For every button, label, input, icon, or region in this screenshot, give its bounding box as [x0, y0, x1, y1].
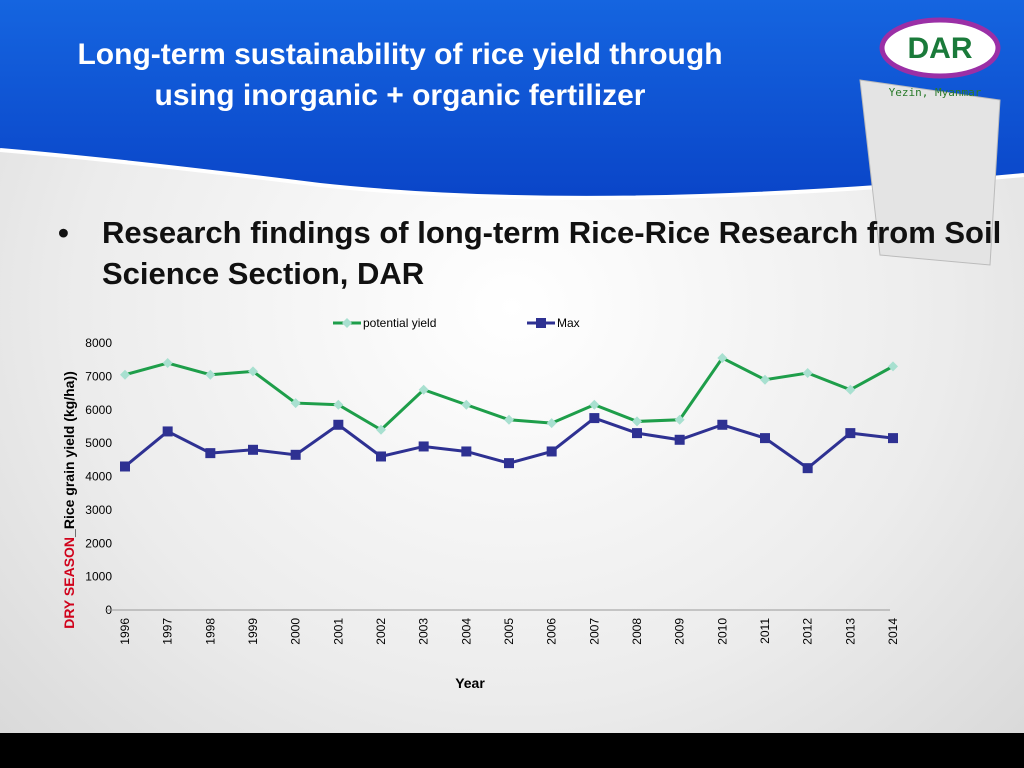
- x-tick-label: 2000: [289, 618, 303, 645]
- data-point: [845, 428, 856, 439]
- legend-label: Max: [557, 316, 580, 330]
- logo-ring: [879, 17, 1001, 79]
- data-point: [333, 399, 344, 410]
- data-point: [290, 398, 301, 409]
- data-point: [461, 399, 472, 410]
- x-tick-label: 2007: [587, 618, 601, 645]
- bullet-text: Research findings of long-term Rice-Rice…: [58, 212, 1002, 294]
- y-tick-label: 4000: [85, 470, 112, 484]
- data-point: [888, 361, 898, 372]
- data-point: [504, 458, 514, 469]
- data-point: [376, 424, 386, 435]
- data-point: [162, 426, 173, 437]
- data-point: [120, 461, 130, 472]
- x-tick-label: 2014: [886, 618, 900, 645]
- y-tick-label: 1000: [85, 570, 112, 584]
- data-point: [205, 369, 216, 380]
- header-edge: [0, 148, 1024, 200]
- data-point: [632, 428, 642, 439]
- x-tick-label: 2012: [801, 618, 815, 645]
- y-tick-label: 3000: [85, 503, 112, 517]
- x-tick-label: 2004: [459, 618, 473, 645]
- footer-bar: [0, 733, 1024, 768]
- x-tick-label: 2001: [331, 618, 345, 645]
- legend-marker: [342, 318, 352, 328]
- x-tick-label: 1999: [246, 618, 260, 645]
- data-point: [632, 416, 642, 427]
- slide-title: Long-term sustainability of rice yield t…: [77, 38, 723, 112]
- legend-label: potential yield: [363, 316, 436, 330]
- x-tick-label: 2002: [374, 618, 388, 645]
- data-point: [888, 433, 898, 444]
- data-point: [333, 419, 344, 430]
- x-tick-label: 2008: [630, 618, 644, 645]
- data-point: [162, 358, 173, 369]
- data-point: [589, 413, 600, 424]
- header-band: [0, 0, 1024, 198]
- data-point: [376, 451, 386, 462]
- data-point: [248, 444, 258, 455]
- x-tick-label: 2010: [715, 618, 729, 645]
- y-tick-label: 7000: [85, 369, 112, 383]
- data-point: [802, 463, 813, 474]
- x-tick-label: 2013: [843, 618, 857, 645]
- data-point: [504, 414, 514, 425]
- y-tick-label: 5000: [85, 436, 112, 450]
- data-point: [674, 434, 685, 445]
- x-tick-label: 2005: [502, 618, 516, 645]
- data-point: [418, 384, 429, 395]
- data-point: [546, 446, 557, 457]
- logo-location: Yezin, Myanmar: [889, 86, 982, 99]
- data-point: [248, 366, 258, 377]
- legend-marker: [536, 318, 546, 328]
- data-point: [205, 448, 216, 459]
- data-point: [674, 414, 685, 425]
- x-tick-label: 1996: [118, 618, 132, 645]
- data-point: [802, 368, 813, 379]
- data-point: [418, 441, 429, 452]
- x-tick-label: 2006: [545, 618, 559, 645]
- data-point: [461, 446, 472, 457]
- data-point: [760, 374, 770, 385]
- data-point: [546, 418, 557, 429]
- x-tick-label: 2009: [673, 618, 687, 645]
- data-point: [589, 399, 600, 410]
- data-point: [290, 449, 301, 460]
- y-tick-label: 2000: [85, 536, 112, 550]
- x-tick-label: 1997: [161, 618, 175, 645]
- data-point: [845, 384, 856, 395]
- data-point: [717, 419, 728, 430]
- logo-text: DAR: [908, 32, 973, 65]
- y-axis-title-main: _Rice grain yield (kg/ha)): [61, 371, 77, 538]
- y-tick-label: 6000: [85, 403, 112, 417]
- y-axis-title-prefix: DRY SEASON: [61, 537, 77, 629]
- x-axis-title: Year: [455, 675, 485, 691]
- x-tick-label: 2011: [758, 618, 772, 644]
- y-axis-title: DRY SEASON_Rice grain yield (kg/ha)): [61, 371, 77, 629]
- data-point: [120, 369, 130, 380]
- x-tick-label: 1998: [203, 618, 217, 645]
- data-point: [760, 433, 770, 444]
- data-point: [717, 353, 728, 364]
- x-tick-label: 2003: [417, 618, 431, 645]
- y-tick-label: 8000: [85, 336, 112, 350]
